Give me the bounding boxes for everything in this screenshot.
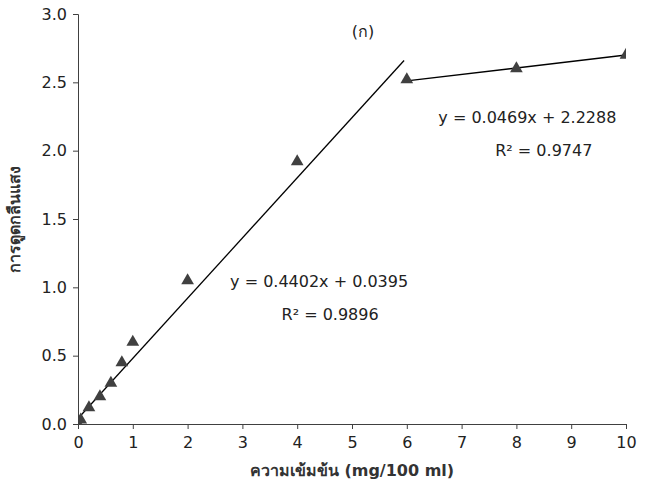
y-tick: 2.0 xyxy=(42,141,78,160)
y-tick: 1.5 xyxy=(42,210,78,229)
data-point xyxy=(126,335,139,346)
y-tick-label: 2.0 xyxy=(42,141,67,160)
annotations: (ก) y = 0.0469x + 2.2288 R² = 0.9747 y = 0.… xyxy=(230,22,616,324)
data-point xyxy=(105,376,118,387)
x-tick: 2 xyxy=(183,424,193,452)
y-axis-line xyxy=(73,15,79,425)
y-axis-title: การดูดกลืนแสง xyxy=(5,166,26,273)
x-tick: 1 xyxy=(128,424,138,452)
annotation: y = 0.4402x + 0.0395 xyxy=(230,272,408,291)
y-tick-label: 1.0 xyxy=(42,278,67,297)
data-point xyxy=(115,355,128,366)
x-tick-label: 2 xyxy=(183,433,193,452)
y-tick: 2.5 xyxy=(42,73,78,92)
x-tick-label: 0 xyxy=(73,433,83,452)
y-tick: 0.0 xyxy=(42,415,78,434)
data-point xyxy=(291,154,304,165)
trend-line xyxy=(407,55,626,81)
data-point xyxy=(620,48,626,59)
data-point xyxy=(181,273,194,284)
x-tick: 0 xyxy=(73,424,83,452)
x-tick-mark xyxy=(571,424,572,429)
x-tick-mark xyxy=(133,424,134,429)
y-axis: 0.0 0.5 1.0 1.5 2.0 2.5 3.0 xyxy=(42,5,79,434)
x-tick: 7 xyxy=(457,424,467,452)
x-axis-line xyxy=(79,425,627,430)
annotation: R² = 0.9896 xyxy=(282,305,379,324)
y-tick-mark xyxy=(73,219,78,220)
x-tick-mark xyxy=(297,424,298,429)
x-tick-mark xyxy=(352,424,353,429)
x-tick-mark xyxy=(626,424,627,429)
x-axis: 0 1 2 3 4 5 6 7 8 9 10 xyxy=(73,424,636,452)
marks xyxy=(78,48,626,424)
x-tick-mark xyxy=(462,424,463,429)
x-tick-label: 7 xyxy=(457,433,467,452)
x-tick: 5 xyxy=(347,424,357,452)
x-tick: 10 xyxy=(616,424,636,452)
y-tick-mark xyxy=(73,287,78,288)
x-tick-label: 5 xyxy=(347,433,357,452)
x-tick-label: 9 xyxy=(567,433,577,452)
x-tick: 6 xyxy=(402,424,412,452)
data-point xyxy=(83,400,96,411)
y-tick: 3.0 xyxy=(42,5,78,24)
x-tick-label: 4 xyxy=(293,433,303,452)
data-point xyxy=(94,389,107,400)
y-tick-label: 1.5 xyxy=(42,210,67,229)
x-tick-mark xyxy=(242,424,243,429)
y-tick-label: 3.0 xyxy=(42,5,67,24)
plot-area: 0 1 2 3 4 5 6 7 8 9 10 0.0 0.5 1.0 1.5 2.0 2.5 3.0 (ก) y = … xyxy=(42,5,637,453)
chart: 0 1 2 3 4 5 6 7 8 9 10 0.0 0.5 1.0 1.5 2.0 2.5 3.0 (ก) y = … xyxy=(0,0,646,486)
annotation: R² = 0.9747 xyxy=(495,141,592,160)
data-point xyxy=(510,61,523,72)
x-axis-title: ความเข้มข้น (mg/100 ml) xyxy=(250,461,454,480)
y-tick-mark xyxy=(73,82,78,83)
x-tick: 3 xyxy=(238,424,248,452)
y-tick-mark xyxy=(73,356,78,357)
y-tick-label: 0.0 xyxy=(42,415,67,434)
x-tick-label: 10 xyxy=(616,433,636,452)
x-tick-label: 3 xyxy=(238,433,248,452)
x-tick: 9 xyxy=(567,424,577,452)
x-tick-mark xyxy=(407,424,408,429)
x-tick-mark xyxy=(516,424,517,429)
y-tick-label: 0.5 xyxy=(42,346,67,365)
annotation: (ก) xyxy=(352,22,374,41)
y-tick-mark xyxy=(73,424,78,425)
x-tick: 8 xyxy=(512,424,522,452)
y-tick-label: 2.5 xyxy=(42,73,67,92)
annotation: y = 0.0469x + 2.2288 xyxy=(438,108,616,127)
x-tick-label: 1 xyxy=(128,433,138,452)
data-point xyxy=(400,72,413,83)
x-tick-label: 8 xyxy=(512,433,522,452)
x-tick-label: 6 xyxy=(402,433,412,452)
y-tick: 0.5 xyxy=(42,346,78,365)
data-point xyxy=(78,413,87,424)
y-tick: 1.0 xyxy=(42,278,78,297)
y-tick-mark xyxy=(73,151,78,152)
trend-line xyxy=(78,60,404,418)
x-tick: 4 xyxy=(293,424,303,452)
x-tick-mark xyxy=(188,424,189,429)
y-tick-mark xyxy=(73,14,78,15)
